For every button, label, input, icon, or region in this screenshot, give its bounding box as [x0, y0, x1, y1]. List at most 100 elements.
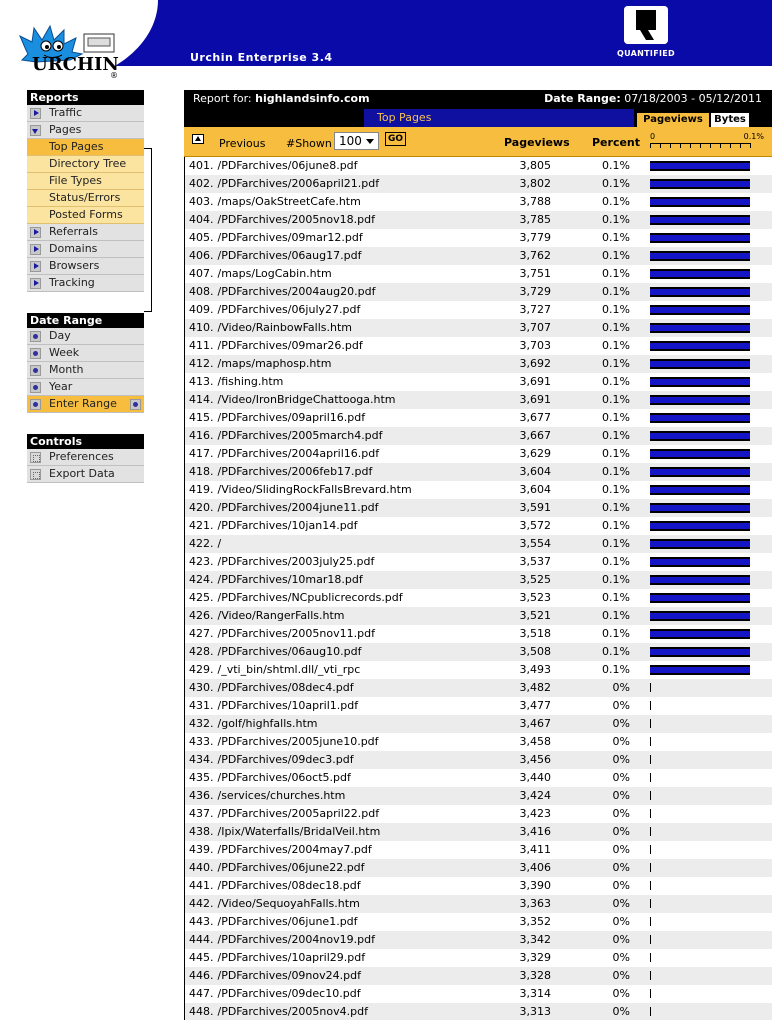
page-name[interactable]: 405./PDFarchives/09mar12.pdf — [189, 229, 363, 247]
table-row[interactable]: 430./PDFarchives/08dec4.pdf 3,482 0% — [185, 679, 772, 697]
page-path[interactable]: /PDFarchives/09nov24.pdf — [217, 969, 361, 982]
page-name[interactable]: 437./PDFarchives/2005april22.pdf — [189, 805, 379, 823]
table-row[interactable]: 425./PDFarchives/NCpublicrecords.pdf 3,52… — [185, 589, 772, 607]
page-path[interactable]: /PDFarchives/2005june10.pdf — [217, 735, 379, 748]
page-name[interactable]: 423./PDFarchives/2003july25.pdf — [189, 553, 374, 571]
page-path[interactable]: /PDFarchives/10jan14.pdf — [217, 519, 358, 532]
sidebar-subitem-posted-forms[interactable]: Posted Forms — [27, 207, 144, 224]
page-name[interactable]: 415./PDFarchives/09april16.pdf — [189, 409, 365, 427]
sidebar-item-browsers[interactable]: Browsers — [27, 258, 144, 275]
table-row[interactable]: 431./PDFarchives/10april1.pdf 3,477 0% — [185, 697, 772, 715]
page-name[interactable]: 406./PDFarchives/06aug17.pdf — [189, 247, 361, 265]
table-row[interactable]: 417./PDFarchives/2004april16.pdf 3,629 0.1… — [185, 445, 772, 463]
page-path[interactable]: /PDFarchives/2005april22.pdf — [217, 807, 380, 820]
table-row[interactable]: 405./PDFarchives/09mar12.pdf 3,779 0.1% — [185, 229, 772, 247]
page-path[interactable]: /PDFarchives/2006feb17.pdf — [217, 465, 373, 478]
page-path[interactable]: /Video/RainbowFalls.htm — [217, 321, 353, 334]
page-name[interactable]: 447./PDFarchives/09dec10.pdf — [189, 985, 361, 1003]
page-name[interactable]: 438./Ipix/Waterfalls/BridalVeil.htm — [189, 823, 380, 841]
table-row[interactable]: 410./Video/RainbowFalls.htm 3,707 0.1% — [185, 319, 772, 337]
table-row[interactable]: 447./PDFarchives/09dec10.pdf 3,314 0% — [185, 985, 772, 1003]
tab-bytes[interactable]: Bytes — [710, 112, 750, 128]
page-name[interactable]: 444./PDFarchives/2004nov19.pdf — [189, 931, 375, 949]
table-row[interactable]: 426./Video/RangerFalls.htm 3,521 0.1% — [185, 607, 772, 625]
table-row[interactable]: 423./PDFarchives/2003july25.pdf 3,537 0.1% — [185, 553, 772, 571]
table-row[interactable]: 443./PDFarchives/06june1.pdf 3,352 0% — [185, 913, 772, 931]
go-button[interactable]: GO — [385, 132, 406, 146]
page-path[interactable]: /services/churches.htm — [217, 789, 346, 802]
page-path[interactable]: /_vti_bin/shtml.dll/_vti_rpc — [217, 663, 361, 676]
sidebar-subitem-top-pages[interactable]: Top Pages — [27, 139, 144, 156]
tab-pageviews[interactable]: Pageviews — [636, 112, 710, 128]
page-name[interactable]: 417./PDFarchives/2004april16.pdf — [189, 445, 379, 463]
page-name[interactable]: 421./PDFarchives/10jan14.pdf — [189, 517, 358, 535]
sidebar-subitem-status-errors[interactable]: Status/Errors — [27, 190, 144, 207]
table-row[interactable]: 419./Video/SlidingRockFallsBrevard.htm 3,… — [185, 481, 772, 499]
page-name[interactable]: 403./maps/OakStreetCafe.htm — [189, 193, 361, 211]
urchin-logo[interactable]: ® — [6, 10, 146, 80]
page-name[interactable]: 430./PDFarchives/08dec4.pdf — [189, 679, 354, 697]
table-row[interactable]: 408./PDFarchives/2004aug20.pdf 3,729 0.1% — [185, 283, 772, 301]
table-row[interactable]: 445./PDFarchives/10april29.pdf 3,329 0% — [185, 949, 772, 967]
sidebar-item-export-data[interactable]: Export Data — [27, 466, 144, 483]
page-name[interactable]: 425./PDFarchives/NCpublicrecords.pdf — [189, 589, 403, 607]
page-path[interactable]: /PDFarchives/08dec4.pdf — [217, 681, 354, 694]
table-row[interactable]: 428./PDFarchives/06aug10.pdf 3,508 0.1% — [185, 643, 772, 661]
table-row[interactable]: 434./PDFarchives/09dec3.pdf 3,456 0% — [185, 751, 772, 769]
table-row[interactable]: 424./PDFarchives/10mar18.pdf 3,525 0.1% — [185, 571, 772, 589]
page-path[interactable]: /Video/RangerFalls.htm — [217, 609, 345, 622]
table-row[interactable]: 422./ 3,554 0.1% — [185, 535, 772, 553]
page-path[interactable]: /PDFarchives/2004may7.pdf — [217, 843, 372, 856]
page-path[interactable]: /Video/IronBridgeChattooga.htm — [217, 393, 396, 406]
page-path[interactable]: /PDFarchives/2005nov4.pdf — [217, 1005, 368, 1018]
page-name[interactable]: 408./PDFarchives/2004aug20.pdf — [189, 283, 375, 301]
table-row[interactable]: 409./PDFarchives/06july27.pdf 3,727 0.1% — [185, 301, 772, 319]
page-path[interactable]: /PDFarchives/10april1.pdf — [217, 699, 359, 712]
table-row[interactable]: 416./PDFarchives/2005march4.pdf 3,667 0.1% — [185, 427, 772, 445]
page-path[interactable]: /fishing.htm — [217, 375, 284, 388]
table-row[interactable]: 404./PDFarchives/2005nov18.pdf 3,785 0.1% — [185, 211, 772, 229]
table-row[interactable]: 412./maps/maphosp.htm 3,692 0.1% — [185, 355, 772, 373]
page-path[interactable]: /PDFarchives/06aug10.pdf — [217, 645, 362, 658]
page-name[interactable]: 428./PDFarchives/06aug10.pdf — [189, 643, 361, 661]
table-row[interactable]: 437./PDFarchives/2005april22.pdf 3,423 0% — [185, 805, 772, 823]
page-path[interactable]: /PDFarchives/09dec10.pdf — [217, 987, 361, 1000]
page-name[interactable]: 404./PDFarchives/2005nov18.pdf — [189, 211, 375, 229]
page-name[interactable]: 407./maps/LogCabin.htm — [189, 265, 332, 283]
table-row[interactable]: 406./PDFarchives/06aug17.pdf 3,762 0.1% — [185, 247, 772, 265]
scroll-up-button[interactable] — [192, 134, 204, 144]
table-row[interactable]: 411./PDFarchives/09mar26.pdf 3,703 0.1% — [185, 337, 772, 355]
page-name[interactable]: 441./PDFarchives/08dec18.pdf — [189, 877, 361, 895]
page-path[interactable]: /PDFarchives/10mar18.pdf — [217, 573, 363, 586]
page-path[interactable]: /PDFarchives/08dec18.pdf — [217, 879, 361, 892]
page-path[interactable]: /PDFarchives/2005nov11.pdf — [217, 627, 375, 640]
page-name[interactable]: 426./Video/RangerFalls.htm — [189, 607, 345, 625]
page-path[interactable]: /PDFarchives/2006april21.pdf — [217, 177, 380, 190]
page-name[interactable]: 429./_vti_bin/shtml.dll/_vti_rpc — [189, 661, 360, 679]
page-path[interactable]: /PDFarchives/06june1.pdf — [217, 915, 358, 928]
page-path[interactable]: /PDFarchives/2005march4.pdf — [217, 429, 383, 442]
table-row[interactable]: 403./maps/OakStreetCafe.htm 3,788 0.1% — [185, 193, 772, 211]
sidebar-item-traffic[interactable]: Traffic — [27, 105, 144, 122]
table-row[interactable]: 448./PDFarchives/2005nov4.pdf 3,313 0% — [185, 1003, 772, 1020]
sidebar-item-referrals[interactable]: Referrals — [27, 224, 144, 241]
table-row[interactable]: 402./PDFarchives/2006april21.pdf 3,802 0.1… — [185, 175, 772, 193]
page-name[interactable]: 412./maps/maphosp.htm — [189, 355, 331, 373]
page-path[interactable]: /PDFarchives/10april29.pdf — [217, 951, 366, 964]
page-name[interactable]: 443./PDFarchives/06june1.pdf — [189, 913, 358, 931]
table-row[interactable]: 436./services/churches.htm 3,424 0% — [185, 787, 772, 805]
page-path[interactable]: /PDFarchives/2004aug20.pdf — [217, 285, 376, 298]
table-row[interactable]: 438./Ipix/Waterfalls/BridalVeil.htm 3,416… — [185, 823, 772, 841]
page-path[interactable]: /PDFarchives/2004april16.pdf — [217, 447, 380, 460]
table-row[interactable]: 421./PDFarchives/10jan14.pdf 3,572 0.1% — [185, 517, 772, 535]
sidebar-item-tracking[interactable]: Tracking — [27, 275, 144, 292]
page-path[interactable]: /PDFarchives/2005nov18.pdf — [217, 213, 375, 226]
page-path[interactable]: /PDFarchives/09mar26.pdf — [217, 339, 363, 352]
page-path[interactable]: /maps/LogCabin.htm — [217, 267, 332, 280]
page-name[interactable]: 440./PDFarchives/06june22.pdf — [189, 859, 365, 877]
table-row[interactable]: 433./PDFarchives/2005june10.pdf 3,458 0% — [185, 733, 772, 751]
page-path[interactable]: /PDFarchives/06june8.pdf — [217, 159, 358, 172]
column-header-percent[interactable]: Percent — [592, 136, 641, 149]
table-row[interactable]: 439./PDFarchives/2004may7.pdf 3,411 0% — [185, 841, 772, 859]
page-path[interactable]: /Ipix/Waterfalls/BridalVeil.htm — [217, 825, 381, 838]
